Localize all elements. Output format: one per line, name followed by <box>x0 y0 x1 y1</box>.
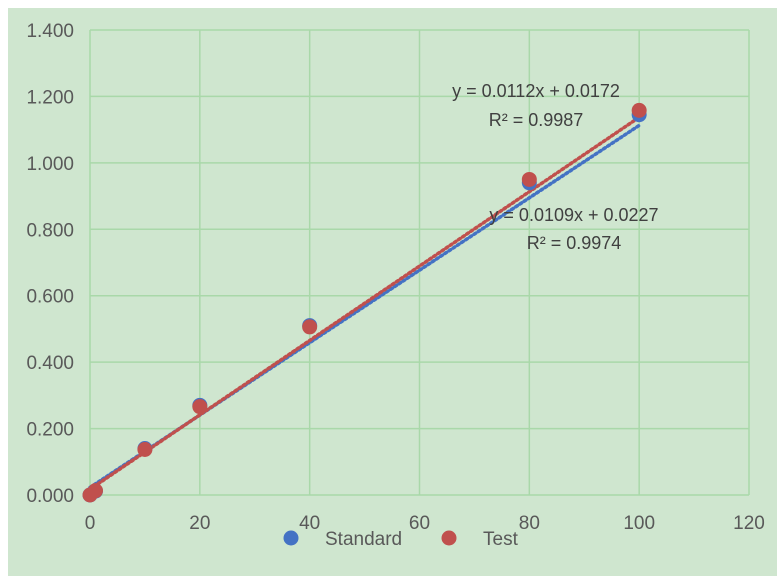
x-tick-label: 0 <box>85 513 96 534</box>
trendline-test <box>88 115 641 492</box>
trendline-equation-standard: y = 0.0109x + 0.0227 <box>489 205 658 225</box>
trendline-equation-test: y = 0.0112x + 0.0172 <box>452 81 620 101</box>
x-tick-label: 40 <box>299 513 320 534</box>
data-point-test <box>137 441 153 457</box>
y-tick-label: 0.800 <box>26 220 74 241</box>
trendline-r2-test: R² = 0.9987 <box>489 110 584 130</box>
data-point-test <box>521 171 537 187</box>
x-tick-label: 100 <box>623 513 655 534</box>
data-point-test <box>631 102 647 118</box>
y-tick-label: 1.400 <box>26 21 74 42</box>
x-tick-label: 120 <box>733 513 765 534</box>
legend-marker-standard <box>283 530 299 546</box>
y-tick-label: 0.600 <box>26 287 74 308</box>
y-tick-label: 1.200 <box>26 87 74 108</box>
x-tick-label: 20 <box>189 513 210 534</box>
legend-label-standard: Standard <box>325 529 402 550</box>
x-tick-label: 80 <box>519 513 540 534</box>
y-tick-label: 0.400 <box>26 353 74 374</box>
trendline-r2-standard: R² = 0.9974 <box>527 233 622 253</box>
data-point-test <box>87 483 103 499</box>
x-tick-label: 60 <box>409 513 430 534</box>
y-tick-label: 1.000 <box>26 154 74 175</box>
chart-area: 0.000 0.200 0.400 0.600 0.800 1.000 1.200 1.400… <box>8 8 777 576</box>
data-point-test <box>302 319 318 335</box>
legend-label-test: Test <box>483 529 519 550</box>
data-point-test <box>192 399 208 415</box>
scatter-chart: 0.000 0.200 0.400 0.600 0.800 1.000 1.200 1.400… <box>26 21 765 550</box>
y-tick-label: 0.000 <box>26 486 74 507</box>
y-tick-label: 0.200 <box>26 420 74 441</box>
legend-marker-test <box>441 530 457 546</box>
